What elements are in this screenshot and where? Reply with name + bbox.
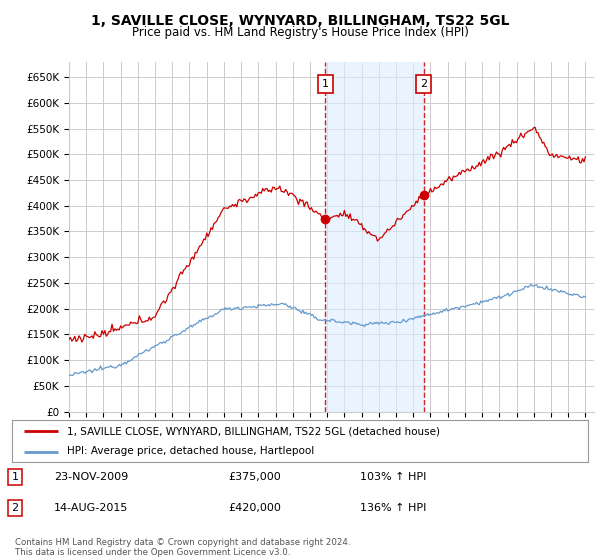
Text: £420,000: £420,000	[228, 503, 281, 513]
Text: 2: 2	[421, 79, 427, 88]
Text: Contains HM Land Registry data © Crown copyright and database right 2024.
This d: Contains HM Land Registry data © Crown c…	[15, 538, 350, 557]
Text: 103% ↑ HPI: 103% ↑ HPI	[360, 472, 427, 482]
Text: 14-AUG-2015: 14-AUG-2015	[54, 503, 128, 513]
Bar	[325, 62, 424, 412]
Text: £375,000: £375,000	[228, 472, 281, 482]
Text: HPI: Average price, detached house, Hartlepool: HPI: Average price, detached house, Hart…	[67, 446, 314, 456]
Text: 1, SAVILLE CLOSE, WYNYARD, BILLINGHAM, TS22 5GL (detached house): 1, SAVILLE CLOSE, WYNYARD, BILLINGHAM, T…	[67, 426, 440, 436]
Text: Price paid vs. HM Land Registry's House Price Index (HPI): Price paid vs. HM Land Registry's House …	[131, 26, 469, 39]
Text: 2: 2	[11, 503, 19, 513]
Text: 136% ↑ HPI: 136% ↑ HPI	[360, 503, 427, 513]
Text: 23-NOV-2009: 23-NOV-2009	[54, 472, 128, 482]
Text: 1: 1	[11, 472, 19, 482]
Text: 1: 1	[322, 79, 329, 88]
Text: 1, SAVILLE CLOSE, WYNYARD, BILLINGHAM, TS22 5GL: 1, SAVILLE CLOSE, WYNYARD, BILLINGHAM, T…	[91, 14, 509, 28]
